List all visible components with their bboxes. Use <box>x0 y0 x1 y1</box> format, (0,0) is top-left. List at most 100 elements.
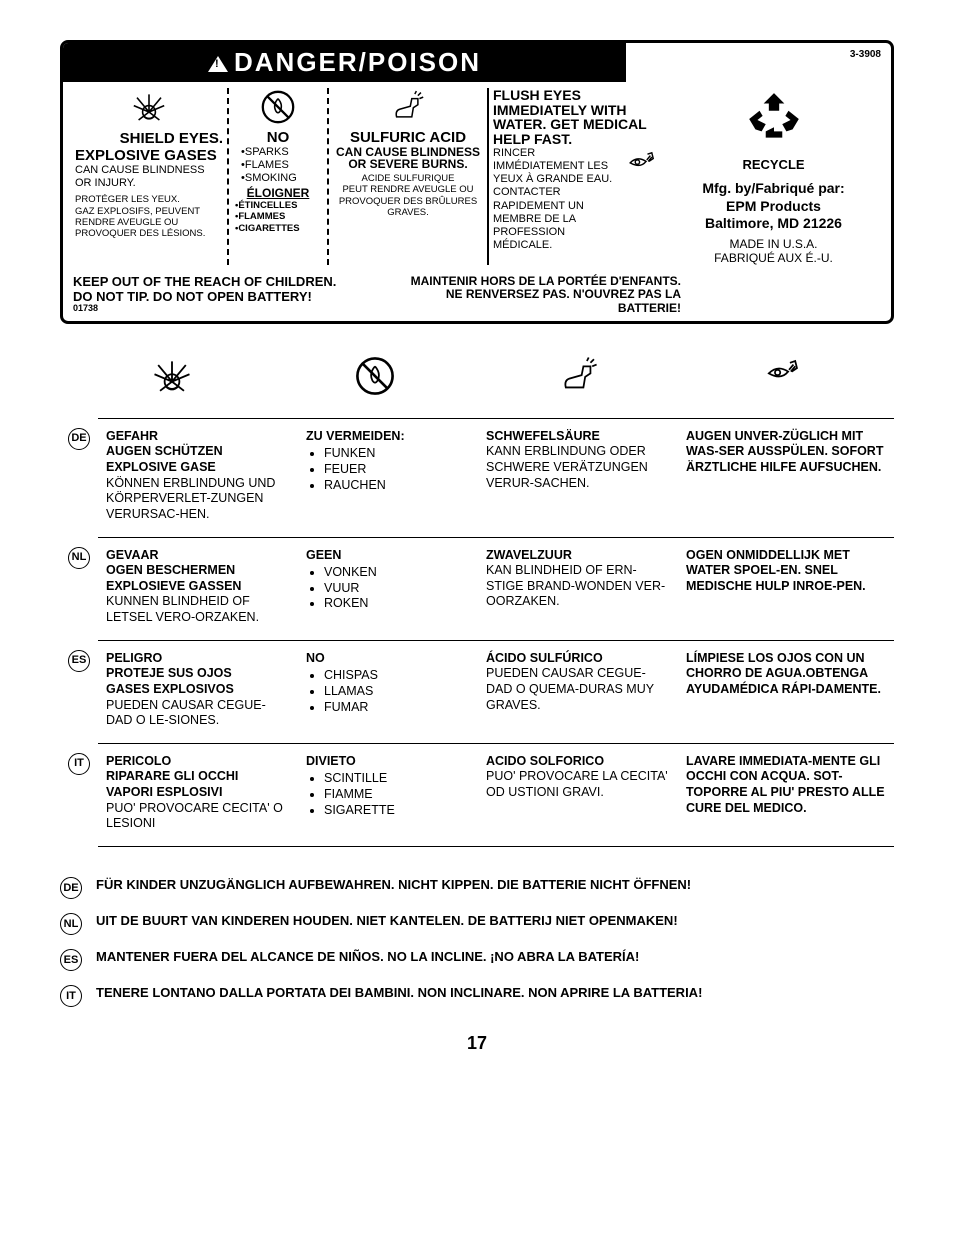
explosion-icon-2 <box>82 354 261 404</box>
lang-row: ES PELIGROPROTEJE SUS OJOSGASES EXPLOSIV… <box>60 640 894 743</box>
list-item: FEUER <box>324 462 470 478</box>
lang-code-badge: IT <box>60 985 82 1007</box>
page-number: 17 <box>60 1033 894 1054</box>
col2-list: SCINTILLEFIAMMESIGARETTE <box>324 771 470 818</box>
eyewash-icon-2 <box>693 354 872 404</box>
bottom-warning-line: NL UIT DE BUURT VAN KINDEREN HOUDEN. NIET… <box>60 913 894 935</box>
lang-code-badge: IT <box>68 753 90 775</box>
danger-box: DANGER/POISON 3-3908 SHIELD EYES. EXPLOS… <box>60 40 894 324</box>
col1-heading: AUGEN SCHÜTZEN <box>106 444 290 460</box>
col2-l1: •SPARKS <box>241 146 323 159</box>
col1-heading: VAPORI ESPLOSIVI <box>106 785 290 801</box>
col4-h1: FLUSH EYES IMMEDIATELY WITH WATER. GET M… <box>493 88 660 147</box>
col1-heading: OGEN BESCHERMEN <box>106 563 290 579</box>
col1-text: PUEDEN CAUSAR CEGUE-DAD O LE-SIONES. <box>106 698 290 729</box>
list-item: CHISPAS <box>324 668 470 684</box>
col3-t2: PEUT RENDRE AVEUGLE OU PROVOQUER DES BRÛ… <box>333 184 483 218</box>
footer-row: KEEP OUT OF THE REACH OF CHILDREN. DO NO… <box>63 275 891 321</box>
col1-t3: GAZ EXPLOSIFS, PEUVENT RENDRE AVEUGLE OU… <box>75 206 223 240</box>
col3-t1: ACIDE SULFURIQUE <box>333 173 483 184</box>
list-item: FUMAR <box>324 700 470 716</box>
col4-t1: RINCER IMMÉDIATEMENT LES YEUX À GRANDE E… <box>493 147 622 253</box>
lang-code-badge: ES <box>60 949 82 971</box>
mfg-line1: Mfg. by/Fabriqué par: <box>668 180 879 198</box>
col3-heading: ÁCIDO SULFÚRICO <box>486 651 670 667</box>
col1-t2: PROTÉGER LES YEUX. <box>75 194 223 205</box>
col2-h1: NO <box>233 130 323 146</box>
mid-icons-row <box>60 354 894 414</box>
col3-text: PUEDEN CAUSAR CEGUE-DAD O QUEMA-DURAS MU… <box>486 666 670 713</box>
list-item: SIGARETTE <box>324 803 470 819</box>
col1-t1: CAN CAUSE BLINDNESS OR INJURY. <box>75 164 223 190</box>
col1-heading: GEFAHR <box>106 429 290 445</box>
col1-heading: PERICOLO <box>106 754 290 770</box>
footer-l2: DO NOT TIP. DO NOT OPEN BATTERY! <box>73 290 399 304</box>
col4-text: LÍMPIESE LOS OJOS CON UN CHORRO DE AGUA.… <box>686 651 886 698</box>
handacid-icon-2 <box>489 354 668 404</box>
list-item: VUUR <box>324 581 470 597</box>
col3-text: PUO' PROVOCARE LA CECITA' OD USTIONI GRA… <box>486 769 670 800</box>
col3-text: KAN BLINDHEID OF ERN-STIGE BRAND-WONDEN … <box>486 563 670 610</box>
col2-heading: GEEN <box>306 548 470 564</box>
bottom-warning-line: IT TENERE LONTANO DALLA PORTATA DEI BAMBI… <box>60 985 894 1007</box>
list-item: ROKEN <box>324 596 470 612</box>
warning-text: FÜR KINDER UNZUGÄNGLICH AUFBEWAHREN. NIC… <box>96 877 691 892</box>
list-item: FIAMME <box>324 787 470 803</box>
col2-l4: •ÉTINCELLES <box>235 200 323 211</box>
part-number: 3-3908 <box>850 49 881 60</box>
col3-h1: SULFURIC ACID <box>333 130 483 146</box>
col2-list: CHISPASLLAMASFUMAR <box>324 668 470 715</box>
col1-heading: GASES EXPLOSIVOS <box>106 682 290 698</box>
header-text: DANGER/POISON <box>234 47 481 77</box>
col2-list: FUNKENFEUERRAUCHEN <box>324 446 470 493</box>
footer-l1: KEEP OUT OF THE REACH OF CHILDREN. <box>73 275 399 289</box>
col1-h1: SHIELD EYES. <box>120 130 223 147</box>
list-item: SCINTILLE <box>324 771 470 787</box>
col3-h2: CAN CAUSE BLINDNESS OR SEVERE BURNS. <box>333 146 483 171</box>
language-table: DE GEFAHRAUGEN SCHÜTZENEXPLOSIVE GASEKÖN… <box>60 418 894 847</box>
col1-text: KUNNEN BLINDHEID OF LETSEL VERO-ORZAKEN. <box>106 594 290 625</box>
col1-text: KÖNNEN ERBLINDUNG UND KÖRPERVERLET-ZUNGE… <box>106 476 290 523</box>
bottom-warning-line: DEFÜR KINDER UNZUGÄNGLICH AUFBEWAHREN. N… <box>60 877 894 899</box>
lang-row: DE GEFAHRAUGEN SCHÜTZENEXPLOSIVE GASEKÖN… <box>60 418 894 537</box>
recycle-icon <box>668 88 879 155</box>
col1-heading: EXPLOSIVE GASE <box>106 460 290 476</box>
col1-heading: RIPARARE GLI OCCHI <box>106 769 290 785</box>
list-item: VONKEN <box>324 565 470 581</box>
col2-l6: •CIGARETTES <box>235 223 323 234</box>
lang-code-badge: DE <box>68 428 90 450</box>
col4-text: LAVARE IMMEDIATA-MENTE GLI OCCHI CON ACQ… <box>686 754 886 817</box>
col1-heading: EXPLOSIEVE GASSEN <box>106 579 290 595</box>
header-bar: DANGER/POISON <box>63 43 626 82</box>
col4-text: OGEN ONMIDDELLIJK MET WATER SPOEL-EN. SN… <box>686 548 886 595</box>
warning-text: TENERE LONTANO DALLA PORTATA DEI BAMBINI… <box>96 985 702 1000</box>
warning-text: UIT DE BUURT VAN KINDEREN HOUDEN. NIET K… <box>96 913 678 928</box>
mfg-line3: Baltimore, MD 21226 <box>668 215 879 233</box>
footer-r2: NE RENVERSEZ PAS. N'OUVREZ PAS LA BATTER… <box>399 288 681 314</box>
col2-l5: •FLAMMES <box>235 211 323 222</box>
lang-code-badge: ES <box>68 650 90 672</box>
col2-l2: •FLAMES <box>241 159 323 172</box>
col2-heading: ZU VERMEIDEN: <box>306 429 470 445</box>
col1-heading: PELIGRO <box>106 651 290 667</box>
main-content: SHIELD EYES. EXPLOSIVE GASES CAN CAUSE B… <box>63 82 891 275</box>
noflame-icon-2 <box>286 354 465 404</box>
col3-heading: ZWAVELZUUR <box>486 548 670 564</box>
lang-code-badge: NL <box>68 547 90 569</box>
col2-heading: DIVIETO <box>306 754 470 770</box>
mfg-line2: EPM Products <box>668 198 879 216</box>
lang-code-badge: NL <box>60 913 82 935</box>
list-item: RAUCHEN <box>324 478 470 494</box>
col1-heading: GEVAAR <box>106 548 290 564</box>
col1-heading: PROTEJE SUS OJOS <box>106 666 290 682</box>
recycle-label: RECYCLE <box>668 157 879 172</box>
noflame-icon <box>233 88 323 130</box>
warning-text: MANTENER FUERA DEL ALCANCE DE NIÑOS. NO … <box>96 949 639 964</box>
col2-heading: NO <box>306 651 470 667</box>
col3-heading: SCHWEFELSÄURE <box>486 429 670 445</box>
bottom-warnings: DEFÜR KINDER UNZUGÄNGLICH AUFBEWAHREN. N… <box>60 877 894 1007</box>
list-item: LLAMAS <box>324 684 470 700</box>
col1-text: PUO' PROVOCARE CECITA' O LESIONI <box>106 801 290 832</box>
col1-h2: EXPLOSIVE GASES <box>75 148 223 164</box>
footer-l3: 01738 <box>73 304 399 314</box>
